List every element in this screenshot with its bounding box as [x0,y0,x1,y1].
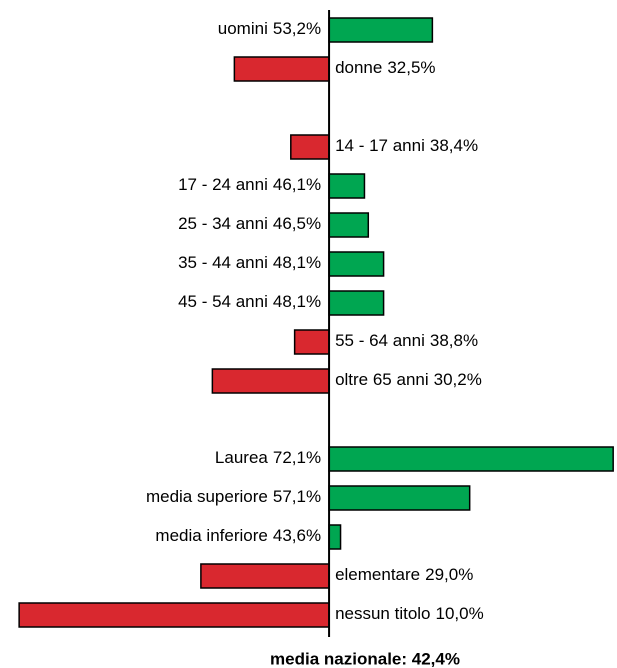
value-label: 48,1% [273,253,321,272]
value-label: 38,8% [430,331,478,350]
value-label: 32,5% [387,58,435,77]
value-label: 53,2% [273,19,321,38]
bar [328,17,434,43]
value-label: 30,2% [434,370,482,389]
bar-label: 14 - 17 anni 38,4% [335,136,478,155]
value-label: 38,4% [430,136,478,155]
bar [328,290,385,316]
category-label: 14 - 17 anni [335,136,425,155]
value-label: 29,0% [425,565,473,584]
category-label: Laurea [215,448,268,467]
value-label: 57,1% [273,487,321,506]
bar-label: donne 32,5% [335,58,435,77]
bar-label: 17 - 24 anni 46,1% [178,175,321,194]
bar-label: oltre 65 anni 30,2% [335,370,482,389]
category-label: uomini [218,19,268,38]
bar [211,368,330,394]
bar [328,524,342,550]
bar [328,173,366,199]
category-label: 55 - 64 anni [335,331,425,350]
category-label: 25 - 34 anni [178,214,268,233]
bar [200,563,330,589]
bar-label: 35 - 44 anni 48,1% [178,253,321,272]
bar-label: Laurea 72,1% [215,448,321,467]
value-label: 43,6% [273,526,321,545]
value-label: 46,1% [273,175,321,194]
bar [233,56,330,82]
category-label: 45 - 54 anni [178,292,268,311]
category-label: elementare [335,565,420,584]
bar [328,212,370,238]
bar-label: nessun titolo 10,0% [335,604,484,623]
category-label: 35 - 44 anni [178,253,268,272]
category-label: media inferiore [155,526,267,545]
value-label: 72,1% [273,448,321,467]
category-label: nessun titolo [335,604,430,623]
bar [18,602,330,628]
category-label: media superiore [146,487,268,506]
value-label: 46,5% [273,214,321,233]
bar [293,329,330,355]
bar-label: 25 - 34 anni 46,5% [178,214,321,233]
category-label: oltre 65 anni [335,370,429,389]
bar [328,251,385,277]
bar-label: 55 - 64 anni 38,8% [335,331,478,350]
bar-label: elementare 29,0% [335,565,473,584]
bar [328,485,471,511]
annotation: media nazionale: 42,4% [270,649,460,668]
category-label: donne [335,58,382,77]
value-label: 48,1% [273,292,321,311]
bar [328,446,614,472]
value-label: 10,0% [436,604,484,623]
bar-label: media inferiore 43,6% [155,526,321,545]
category-label: 17 - 24 anni [178,175,268,194]
bar-label: uomini 53,2% [218,19,321,38]
bar-label: media superiore 57,1% [146,487,321,506]
bar [290,134,330,160]
bar-label: 45 - 54 anni 48,1% [178,292,321,311]
